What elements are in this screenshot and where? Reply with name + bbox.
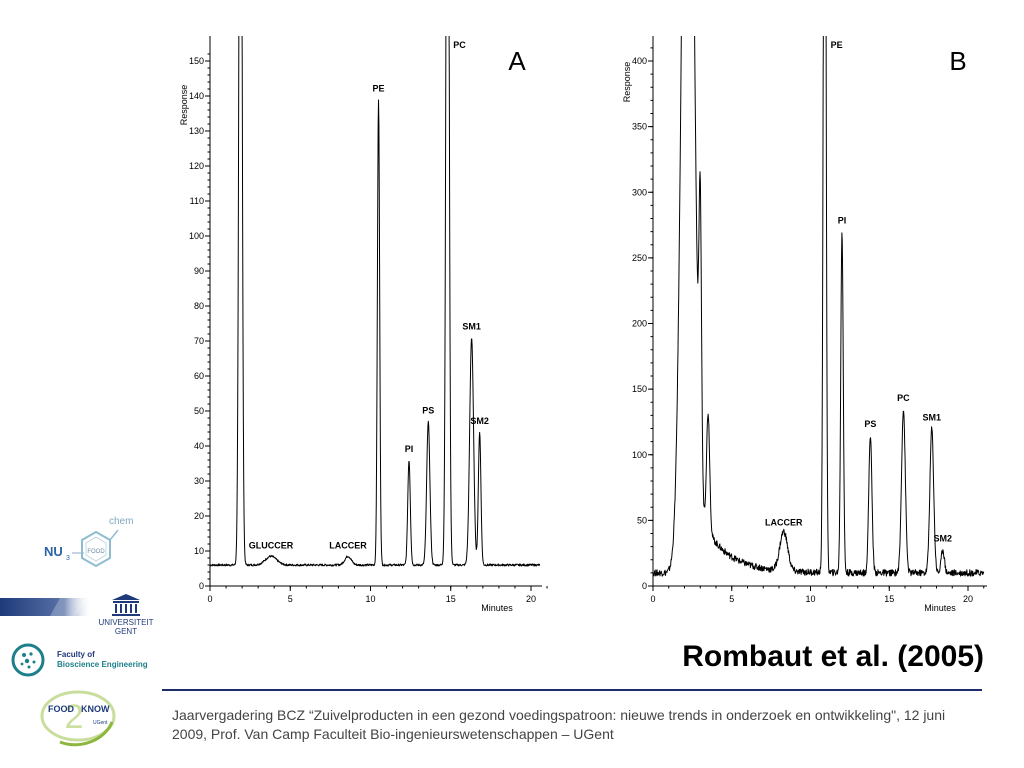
nutrichem-logo: NU 3 FOOD chem bbox=[44, 516, 133, 568]
nutrichem-word: chem bbox=[109, 516, 133, 527]
panel-a-letter: A bbox=[508, 46, 526, 76]
peak-label-pe: PE bbox=[373, 84, 385, 94]
panel-a-peak-labels: GLUCCER LACCER PE PI PS PC SM1 SM2 bbox=[249, 40, 489, 550]
nutrichem-prefix: NU bbox=[44, 544, 63, 559]
panel-b-peak-labels: LACCER PE PI PS PC SM1 SM2 bbox=[765, 40, 952, 543]
x-tick-label: 20 bbox=[526, 594, 536, 604]
food2know-logo: 2 FOOD KNOW UGent bbox=[40, 690, 116, 747]
chart-panel-b: 0 50 100 150 200 250 300 350 400 0 5 10 15 20 LACCER P… bbox=[622, 36, 987, 613]
y-tick-label: 200 bbox=[632, 319, 647, 329]
peak-label-sm2: SM2 bbox=[934, 533, 953, 543]
y-tick-label: 50 bbox=[194, 406, 204, 416]
food2know-sub: UGent bbox=[93, 720, 108, 726]
panel-a-ylabel: Response bbox=[179, 85, 189, 126]
chart-panel-a: 0 10 20 30 40 50 60 70 80 90 100 110 120 130 140 150 0 5 1… bbox=[179, 36, 548, 613]
x-tick-label: 0 bbox=[650, 594, 655, 604]
peak-label-pc: PC bbox=[897, 393, 910, 403]
y-tick-label: 50 bbox=[637, 515, 647, 525]
panel-b-letter: B bbox=[949, 46, 966, 76]
ugent-line2: GENT bbox=[115, 627, 137, 636]
peak-label-ps: PS bbox=[422, 406, 434, 416]
y-tick-label: 20 bbox=[194, 511, 204, 521]
y-tick-label: 150 bbox=[189, 56, 204, 66]
y-tick-label: 90 bbox=[194, 266, 204, 276]
x-tick-label: 5 bbox=[288, 594, 293, 604]
faculty-line2: Bioscience Engineering bbox=[57, 660, 148, 669]
y-tick-label: 80 bbox=[194, 301, 204, 311]
faculty-logo: Faculty of Bioscience Engineering bbox=[11, 643, 148, 677]
peak-label-sm2: SM2 bbox=[470, 416, 489, 426]
panel-b-ylabel: Response bbox=[622, 62, 632, 103]
ugent-line1: UNIVERSITEIT bbox=[98, 618, 153, 627]
ugent-stripe bbox=[0, 598, 92, 616]
y-tick-label: 0 bbox=[199, 581, 204, 591]
nutrichem-subscript: 3 bbox=[66, 555, 70, 562]
citation: Rombaut et al. (2005) bbox=[682, 640, 984, 673]
y-tick-label: 100 bbox=[632, 450, 647, 460]
logo-column: NU 3 FOOD chem UNIVERSITEIT bbox=[0, 516, 154, 747]
y-tick-label: 300 bbox=[632, 187, 647, 197]
panel-b-ticks: 0 50 100 150 200 250 300 350 400 0 5 10 15 20 bbox=[632, 47, 985, 604]
panel-b-axes bbox=[652, 36, 987, 587]
peak-label-pi: PI bbox=[838, 216, 847, 226]
y-tick-label: 140 bbox=[189, 91, 204, 101]
faculty-line1: Faculty of bbox=[57, 650, 95, 659]
panel-b-xlabel: Minutes bbox=[924, 603, 956, 613]
y-tick-label: 130 bbox=[189, 126, 204, 136]
x-tick-label: 10 bbox=[805, 594, 815, 604]
peak-label-sm1: SM1 bbox=[462, 322, 481, 332]
peak-label-ps: PS bbox=[864, 419, 876, 429]
footer-text: Jaarvergadering BCZ “Zuivelproducten in … bbox=[172, 707, 946, 742]
ugent-logo: UNIVERSITEIT GENT bbox=[0, 594, 154, 636]
peak-label-pi: PI bbox=[405, 444, 414, 454]
peak-label-gluccer: GLUCCER bbox=[249, 540, 294, 550]
peak-label-pc: PC bbox=[453, 40, 466, 50]
food2know-right: KNOW bbox=[81, 704, 110, 714]
x-tick-label: 5 bbox=[729, 594, 734, 604]
x-tick-label: 20 bbox=[963, 594, 973, 604]
panel-a-trace bbox=[210, 36, 540, 567]
panel-a-axes bbox=[209, 36, 542, 587]
peak-label-sm1: SM1 bbox=[923, 413, 942, 423]
x-tick-label: 10 bbox=[365, 594, 375, 604]
y-tick-label: 60 bbox=[194, 371, 204, 381]
footer-rule bbox=[162, 689, 982, 691]
y-tick-label: 70 bbox=[194, 336, 204, 346]
y-tick-label: 40 bbox=[194, 441, 204, 451]
x-tick-label: 0 bbox=[207, 594, 212, 604]
food2know-left: FOOD bbox=[48, 704, 74, 714]
y-tick-label: 400 bbox=[632, 56, 647, 66]
y-tick-label: 110 bbox=[190, 196, 204, 206]
peak-label-pe: PE bbox=[831, 40, 843, 50]
y-tick-label: 150 bbox=[632, 384, 647, 394]
y-tick-label: 120 bbox=[189, 161, 204, 171]
y-tick-label: 10 bbox=[194, 546, 204, 556]
panel-b-trace bbox=[653, 36, 985, 577]
x-tick-label: 15 bbox=[446, 594, 456, 604]
panel-a-xlabel: Minutes bbox=[481, 603, 513, 613]
y-tick-label: 100 bbox=[189, 231, 204, 241]
peak-label-laccer: LACCER bbox=[765, 518, 803, 528]
faculty-circle-icon bbox=[11, 643, 45, 677]
y-tick-label: 0 bbox=[642, 581, 647, 591]
food2know-swirl-icon bbox=[40, 690, 116, 742]
panel-a-ticks: 0 10 20 30 40 50 60 70 80 90 100 110 120 130 140 150 0 5 1… bbox=[189, 53, 548, 604]
ugent-building-icon bbox=[112, 594, 140, 616]
y-tick-label: 30 bbox=[194, 476, 204, 486]
x-tick-label: 15 bbox=[884, 594, 894, 604]
nutrichem-ring-text: FOOD bbox=[87, 549, 105, 555]
food2know-numeral: 2 bbox=[65, 698, 84, 736]
y-tick-label: 350 bbox=[632, 122, 647, 132]
peak-label-laccer: LACCER bbox=[329, 540, 367, 550]
y-tick-label: 250 bbox=[632, 253, 647, 263]
